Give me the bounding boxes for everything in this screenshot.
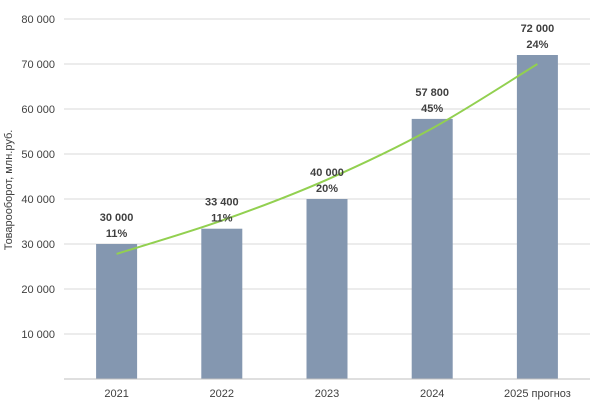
x-tick-label: 2022 [210,388,234,400]
data-label-growth: 11% [106,228,128,240]
bar [306,199,348,379]
trendline [116,63,538,255]
data-label-growth: 24% [526,39,548,51]
x-tick-label: 2021 [104,388,128,400]
bar [516,55,558,379]
y-tick-label: 10 000 [21,329,55,341]
y-tick-label: 30 000 [21,239,55,251]
y-tick-label: 80 000 [21,14,55,26]
data-label-value: 33 400 [205,197,239,209]
y-axis-ticks: 10 000 20 000 30 000 40 000 50 000 60 000 70 0… [21,14,55,341]
data-labels: 30 000 11% 33 400 11% 40 000 20% 57 800 45% 72 0… [100,23,554,240]
bar [411,118,453,380]
data-label-growth: 20% [316,183,338,195]
x-tick-label: 2024 [420,388,444,400]
y-tick-label: 70 000 [21,59,55,71]
bar [201,228,243,379]
x-tick-label: 2025 прогноз [504,388,571,400]
y-axis-label: Товарооборот, млн.руб. [3,130,15,251]
bar [96,244,138,379]
y-tick-label: 60 000 [21,104,55,116]
y-tick-label: 20 000 [21,284,55,296]
data-label-value: 72 000 [521,23,555,35]
data-label-growth: 45% [421,103,443,115]
data-label-value: 57 800 [415,87,449,99]
x-tick-label: 2023 [315,388,339,400]
bars [96,55,558,380]
x-axis-ticks: 2021 2022 2023 2024 2025 прогноз [104,388,570,400]
y-tick-label: 40 000 [21,194,55,206]
trendline-group [116,63,538,255]
data-label-value: 30 000 [100,212,134,224]
data-label-growth: 11% [211,213,233,225]
data-label-value: 40 000 [310,167,344,179]
y-tick-label: 50 000 [21,149,55,161]
